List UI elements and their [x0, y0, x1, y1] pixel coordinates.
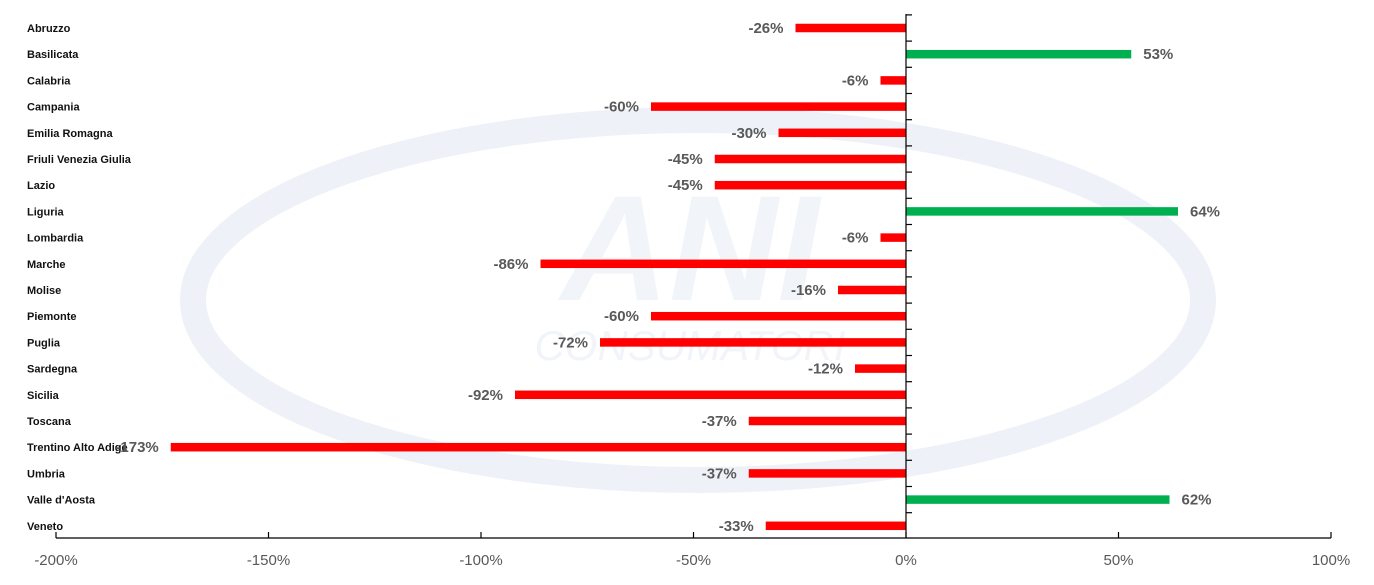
bar: [906, 49, 1132, 59]
category-label: Lombardia: [27, 233, 84, 245]
bar: [651, 311, 906, 321]
x-tick-label: -150%: [247, 552, 290, 569]
data-label: 62%: [1182, 492, 1212, 509]
labels-layer: Abruzzo -26% Basilicata 53% Calabria -6% Campa…: [27, 20, 1220, 535]
bar: [778, 128, 906, 138]
x-tick-label: 50%: [1103, 552, 1133, 569]
watermark-logo: ANI CONSUMATORI: [180, 107, 1216, 493]
data-label: -6%: [842, 230, 869, 247]
category-label: Lazio: [27, 180, 55, 192]
bar: [838, 285, 906, 295]
data-label: -26%: [748, 20, 783, 37]
bar: [765, 521, 906, 531]
watermark-ring: [180, 107, 1216, 493]
data-label: -92%: [468, 387, 503, 404]
data-label: -60%: [604, 308, 639, 325]
data-label: -45%: [668, 177, 703, 194]
bars-layer: [170, 23, 1178, 531]
data-label: -33%: [719, 518, 754, 535]
data-label: -37%: [702, 465, 737, 482]
bar: [714, 180, 906, 190]
category-label: Liguria: [27, 206, 65, 218]
bar: [714, 154, 906, 164]
category-label: Piemonte: [27, 311, 77, 323]
category-label: Molise: [27, 285, 61, 297]
category-label: Sicilia: [27, 390, 60, 402]
bar: [880, 233, 906, 242]
category-label: Marche: [27, 259, 66, 271]
data-label: -16%: [791, 282, 826, 299]
bar: [795, 23, 906, 33]
x-tick-label: -200%: [34, 552, 77, 569]
data-label: -86%: [493, 256, 528, 273]
data-label: -6%: [842, 72, 869, 89]
category-label: Umbria: [27, 468, 66, 480]
x-tick-label: -100%: [459, 552, 502, 569]
bar: [515, 390, 906, 400]
data-label: 64%: [1190, 203, 1220, 220]
data-label: -60%: [604, 99, 639, 116]
x-tick-label: 0%: [895, 552, 917, 569]
bar: [748, 469, 906, 478]
bar: [600, 338, 906, 347]
category-label: Abruzzo: [27, 23, 71, 35]
data-label: -173%: [115, 439, 158, 456]
bar: [855, 364, 906, 373]
bar: [748, 416, 906, 426]
data-label: -30%: [731, 125, 766, 142]
category-label: Veneto: [27, 521, 63, 533]
category-label: Friuli Venezia Giulia: [27, 154, 132, 166]
category-label: Campania: [27, 102, 80, 114]
bar: [651, 102, 906, 111]
category-label: Calabria: [27, 75, 71, 87]
axes-layer: -200% -150% -100% -50% 0% 50% 100%: [34, 14, 1350, 569]
data-label: -72%: [553, 334, 588, 351]
category-label: Puglia: [27, 337, 61, 349]
bar: [906, 207, 1178, 216]
bar: [906, 495, 1170, 504]
category-label: Trentino Alto Adige: [27, 442, 128, 454]
category-label: Basilicata: [27, 49, 79, 61]
watermark-text: ANI: [557, 164, 823, 332]
category-label: Emilia Romagna: [27, 128, 113, 140]
data-label: 53%: [1143, 46, 1173, 63]
bar: [170, 442, 906, 452]
category-label: Toscana: [27, 416, 72, 428]
x-tick-label: 100%: [1312, 552, 1350, 569]
data-label: -37%: [702, 413, 737, 430]
x-tick-label: -50%: [676, 552, 711, 569]
bar: [540, 259, 906, 269]
data-label: -45%: [668, 151, 703, 168]
data-label: -12%: [808, 361, 843, 378]
category-label: Valle d'Aosta: [27, 495, 96, 507]
bar: [880, 76, 906, 85]
category-label: Sardegna: [27, 364, 78, 376]
